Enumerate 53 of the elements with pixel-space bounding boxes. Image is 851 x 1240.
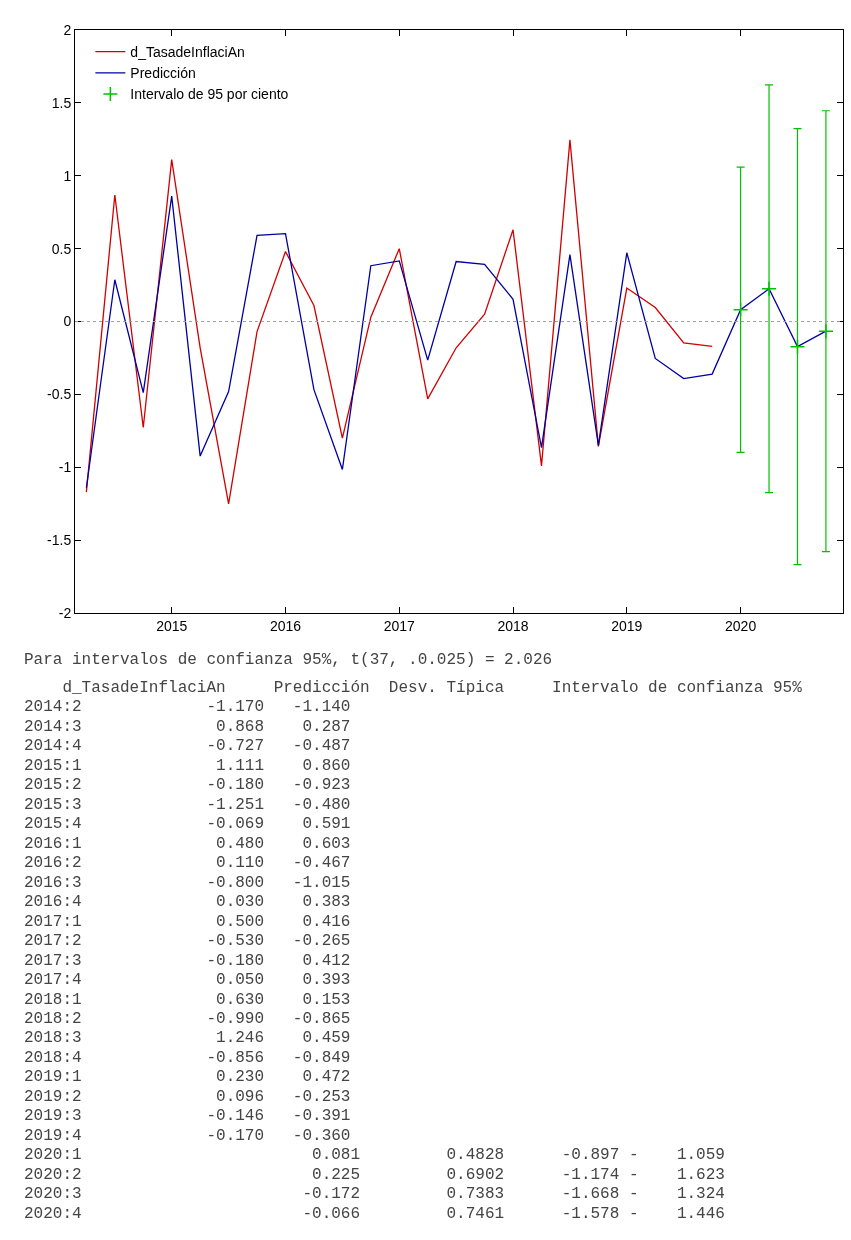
legend-label: Predicción	[130, 65, 196, 82]
text: 2016:3 -0.800 -1.015	[24, 874, 351, 892]
text: 2018:3 1.246 0.459	[24, 1029, 351, 1047]
text: 2018:2 -0.990 -0.865	[24, 1010, 351, 1028]
y-tick-label: -1.5	[47, 532, 72, 549]
y-tick-label: -0.5	[47, 386, 72, 403]
text: 2015:3 -1.251 -0.480	[24, 796, 351, 814]
x-tick-label: 2018	[497, 617, 529, 634]
text: 2017:2 -0.530 -0.265	[24, 932, 351, 950]
legend-label: d_TasadeInflaciAn	[130, 44, 245, 61]
text: 2016:2 0.110 -0.467	[24, 854, 351, 872]
text: 2014:3 0.868 0.287	[24, 718, 351, 736]
text: 2017:4 0.050 0.393	[24, 971, 351, 989]
y-tick-label: 2	[63, 21, 72, 38]
text: 2019:2 0.096 -0.253	[24, 1088, 351, 1106]
legend-label: Intervalo de 95 por ciento	[130, 86, 289, 103]
text: 2016:4 0.030 0.383	[24, 893, 351, 911]
point	[818, 323, 834, 339]
text: Para intervalos de confianza 95%, t(37, .0.025) = 2.026	[24, 651, 553, 669]
line-series	[85, 195, 827, 489]
line-series	[85, 139, 713, 505]
text: 2019:1 0.230 0.472	[24, 1068, 351, 1086]
text: 2015:4 -0.069 0.591	[24, 815, 351, 833]
x-tick-label: 2015	[156, 617, 188, 634]
y-tick-label: 0	[63, 313, 72, 330]
text: 2019:3 -0.146 -0.391	[24, 1107, 351, 1125]
text: 2017:3 -0.180 0.412	[24, 952, 351, 970]
text: 2014:4 -0.727 -0.487	[24, 737, 351, 755]
text: d_TasadeInflaciAn Predicción Desv. Típica Intervalo de confianza 95%	[24, 679, 803, 697]
text: 2020:3 -0.172 0.7383 -1.668 - 1.324	[24, 1185, 725, 1203]
point	[761, 281, 777, 297]
text: 2015:2 -0.180 -0.923	[24, 776, 351, 794]
x-tick-label: 2019	[611, 617, 643, 634]
x-tick-label: 2017	[383, 617, 416, 634]
text: 2015:1 1.111 0.860	[24, 757, 351, 775]
y-tick-label: -1	[58, 459, 72, 476]
y-tick-label: 0.5	[51, 240, 72, 257]
y-tick-label: 1	[63, 167, 72, 184]
text: 2020:2 0.225 0.6902 -1.174 - 1.623	[24, 1166, 725, 1184]
text: 2019:4 -0.170 -0.360	[24, 1127, 351, 1145]
y-tick-label: 1.5	[51, 94, 72, 111]
text: 2016:1 0.480 0.603	[24, 835, 351, 853]
text: 2017:1 0.500 0.416	[24, 913, 351, 931]
x-tick-label: 2020	[725, 617, 757, 634]
text: 2018:4 -0.856 -0.849	[24, 1049, 351, 1067]
point	[732, 302, 749, 318]
text: 2014:2 -1.170 -1.140	[24, 698, 351, 716]
text: 2020:1 0.081 0.4828 -0.897 - 1.059	[24, 1146, 725, 1164]
x-tick-label: 2016	[269, 617, 302, 634]
text: 2020:4 -0.066 0.7461 -1.578 - 1.446	[24, 1205, 725, 1223]
point	[789, 338, 806, 355]
y-tick-label: -2	[58, 605, 72, 622]
text: 2018:1 0.630 0.153	[24, 991, 351, 1009]
